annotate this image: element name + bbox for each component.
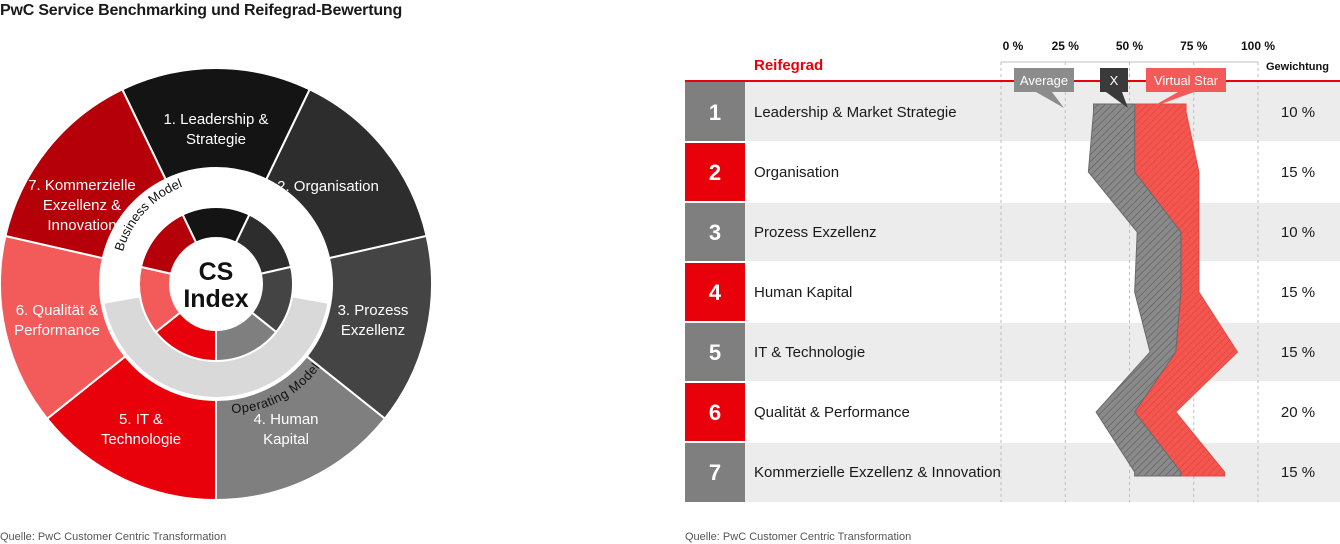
reifegrad-table: 0 % 25 % 50 % 75 % 100 % Reifegrad Gewichtun… [685, 39, 1340, 502]
row-label: Qualität & Performance [754, 404, 910, 421]
svg-text:X: X [1110, 73, 1119, 88]
row-weight: 15 % [1281, 344, 1315, 361]
x-tick-label: 50 % [1116, 39, 1144, 53]
business-model-ring [102, 170, 329, 304]
row-number: 1 [709, 100, 721, 125]
cs-index-donut: CS Index Business Model Operating Model … [0, 67, 433, 502]
row-label: IT & Technologie [754, 344, 865, 361]
segment-label-7: 7. Kommerzielle [28, 177, 136, 194]
row-number-box [685, 142, 745, 202]
row-number: 7 [709, 460, 721, 485]
weight-cell [1260, 202, 1340, 262]
segment-label-1: 1. Leadership & [163, 111, 268, 128]
x-tick-label: 100 % [1241, 39, 1275, 53]
svg-text:Virtual Star: Virtual Star [1154, 73, 1219, 88]
weight-cell [1260, 382, 1340, 442]
row-number-box [685, 382, 745, 442]
x-tick-label: 0 % [1003, 39, 1024, 53]
header-reifegrad: Reifegrad [754, 57, 823, 74]
row-number-box [685, 442, 745, 502]
center-label-index: Index [183, 285, 248, 313]
row-label: Leadership & Market Strategie [754, 104, 957, 121]
weight-cell [1260, 82, 1340, 142]
row-weight: 10 % [1281, 224, 1315, 241]
segment-label-5: Technologie [101, 431, 181, 448]
segment-label-2: 2. Organisation [277, 178, 379, 195]
row-number-box [685, 322, 745, 382]
row-label: Human Kapital [754, 284, 852, 301]
source-left: Quelle: PwC Customer Centric Transformat… [0, 531, 227, 543]
header-gewichtung: Gewichtung [1266, 61, 1329, 73]
segment-label-7: Exzellenz & [43, 197, 121, 214]
row-label: Organisation [754, 164, 839, 181]
center-label-cs: CS [199, 258, 234, 286]
row-number-box [685, 202, 745, 262]
row-number: 3 [709, 220, 721, 245]
row-number: 4 [709, 280, 722, 305]
row-weight: 15 % [1281, 284, 1315, 301]
average-area [1087, 103, 1182, 477]
page-title: PwC Service Benchmarking und Reifegrad-B… [0, 2, 403, 19]
donut-center [170, 238, 262, 330]
weight-cell [1260, 262, 1340, 322]
segment-label-6: 6. Qualität & [16, 302, 99, 319]
segment-label-6: Performance [14, 322, 100, 339]
row-number: 5 [709, 340, 721, 365]
operating-model-ring [104, 297, 328, 397]
segment-label-4: 4. Human [253, 411, 318, 428]
segment-label-7: Innovation [47, 217, 116, 234]
row-number: 2 [709, 160, 721, 185]
row-number-box [685, 262, 745, 322]
row-number-box [685, 82, 745, 142]
inner-segment-7 [139, 213, 198, 275]
row-weight: 15 % [1281, 164, 1315, 181]
donut-segment-7 [4, 88, 168, 260]
segment-label-4: Kapital [263, 431, 309, 448]
source-right: Quelle: PwC Customer Centric Transformat… [685, 531, 912, 543]
segment-label-1: Strategie [186, 131, 246, 148]
legend-x: X [1100, 68, 1128, 108]
row-label: Kommerzielle Exzellenz & Innovation [754, 464, 1001, 481]
row-number: 6 [709, 400, 721, 425]
legend-average: Average [1014, 68, 1074, 108]
segment-label-3: 3. Prozess [338, 302, 409, 319]
weight-cell [1260, 442, 1340, 502]
x-tick-label: 75 % [1180, 39, 1208, 53]
x-tick-label: 25 % [1052, 39, 1080, 53]
row-label: Prozess Exzellenz [754, 224, 877, 241]
legend-virtual-star: Virtual Star [1146, 68, 1226, 108]
row-weight: 20 % [1281, 404, 1315, 421]
svg-text:Average: Average [1020, 73, 1068, 88]
segment-label-3: Exzellenz [341, 322, 405, 339]
row-weight: 15 % [1281, 464, 1315, 481]
weight-cell [1260, 322, 1340, 382]
row-weight: 10 % [1281, 104, 1315, 121]
segment-label-5: 5. IT & [119, 411, 163, 428]
weight-cell [1260, 142, 1340, 202]
